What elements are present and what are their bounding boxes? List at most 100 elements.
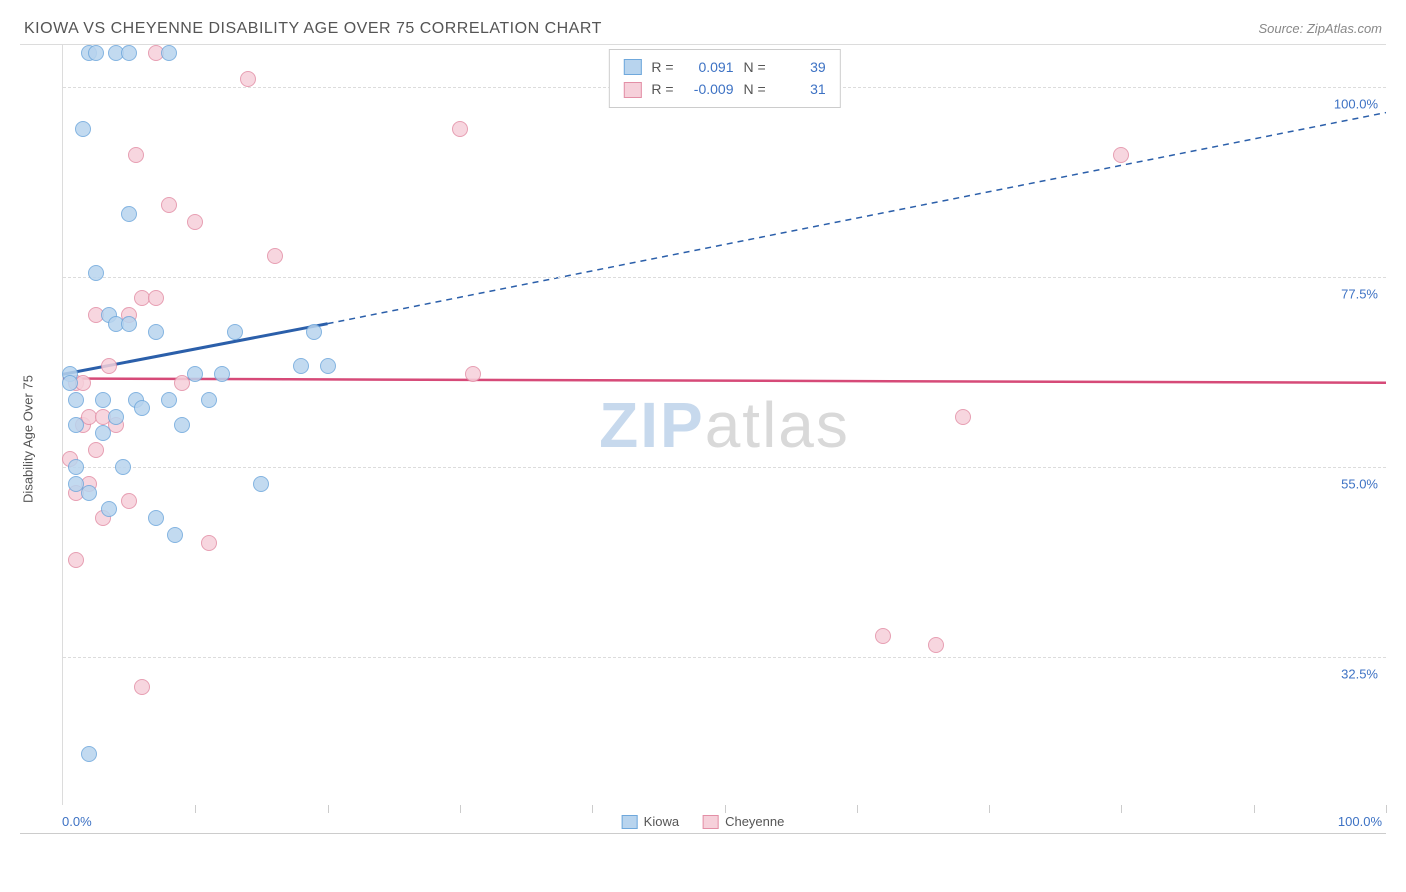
point-kiowa [227, 324, 243, 340]
n-label: N = [744, 56, 766, 78]
point-cheyenne [101, 358, 117, 374]
bottom-legend: Kiowa Cheyenne [622, 814, 785, 829]
point-kiowa [108, 409, 124, 425]
point-cheyenne [452, 121, 468, 137]
point-cheyenne [1113, 147, 1129, 163]
point-kiowa [101, 501, 117, 517]
point-kiowa [306, 324, 322, 340]
point-cheyenne [134, 679, 150, 695]
x-tick [592, 805, 593, 813]
legend-item: Cheyenne [703, 814, 784, 829]
point-kiowa [161, 392, 177, 408]
x-tick [328, 805, 329, 813]
legend-swatch [622, 815, 638, 829]
x-tick [1254, 805, 1255, 813]
n-value: 39 [776, 56, 826, 78]
point-cheyenne [955, 409, 971, 425]
r-label: R = [651, 56, 673, 78]
x-axis-min-label: 0.0% [62, 814, 92, 829]
point-kiowa [68, 417, 84, 433]
n-value: 31 [776, 78, 826, 100]
point-cheyenne [201, 535, 217, 551]
y-tick-label: 100.0% [1334, 96, 1378, 111]
point-kiowa [81, 746, 97, 762]
point-cheyenne [187, 214, 203, 230]
point-kiowa [121, 206, 137, 222]
x-tick [725, 805, 726, 813]
point-kiowa [134, 400, 150, 416]
point-kiowa [95, 392, 111, 408]
point-kiowa [68, 392, 84, 408]
y-tick-label: 77.5% [1341, 286, 1378, 301]
point-cheyenne [928, 637, 944, 653]
point-kiowa [201, 392, 217, 408]
x-tick [857, 805, 858, 813]
point-kiowa [121, 316, 137, 332]
trend-lines-svg [63, 45, 1386, 805]
point-kiowa [187, 366, 203, 382]
point-cheyenne [88, 442, 104, 458]
point-kiowa [121, 45, 137, 61]
legend-label: Cheyenne [725, 814, 784, 829]
y-tick-label: 55.0% [1341, 476, 1378, 491]
point-kiowa [148, 510, 164, 526]
y-axis-title: Disability Age Over 75 [21, 375, 36, 503]
point-cheyenne [267, 248, 283, 264]
point-kiowa [167, 527, 183, 543]
point-kiowa [293, 358, 309, 374]
point-cheyenne [68, 552, 84, 568]
stats-legend: R = 0.091 N = 39 R = -0.009 N = 31 [608, 49, 840, 108]
point-kiowa [148, 324, 164, 340]
point-cheyenne [161, 197, 177, 213]
stats-row: R = -0.009 N = 31 [623, 78, 825, 100]
legend-swatch [623, 59, 641, 75]
x-axis-max-label: 100.0% [1338, 814, 1382, 829]
legend-label: Kiowa [644, 814, 679, 829]
correlation-chart: KIOWA VS CHEYENNE DISABILITY AGE OVER 75… [20, 20, 1386, 872]
plot-inner: ZIPatlas R = 0.091 N = 39 R = -0.009 N = 31 100… [62, 45, 1386, 805]
point-cheyenne [148, 290, 164, 306]
point-kiowa [75, 121, 91, 137]
x-tick [1121, 805, 1122, 813]
y-tick-label: 32.5% [1341, 666, 1378, 681]
x-tick [1386, 805, 1387, 813]
point-cheyenne [465, 366, 481, 382]
chart-header: KIOWA VS CHEYENNE DISABILITY AGE OVER 75… [20, 20, 1386, 44]
x-tick [989, 805, 990, 813]
gridline [63, 277, 1386, 278]
point-kiowa [95, 425, 111, 441]
point-kiowa [88, 265, 104, 281]
legend-swatch [623, 82, 641, 98]
point-kiowa [62, 375, 78, 391]
x-tick [195, 805, 196, 813]
plot-area: Disability Age Over 75 ZIPatlas R = 0.091… [20, 44, 1386, 834]
r-value: -0.009 [684, 78, 734, 100]
r-value: 0.091 [684, 56, 734, 78]
point-cheyenne [875, 628, 891, 644]
point-kiowa [88, 45, 104, 61]
point-kiowa [214, 366, 230, 382]
point-kiowa [320, 358, 336, 374]
point-cheyenne [128, 147, 144, 163]
gridline [63, 657, 1386, 658]
point-kiowa [81, 485, 97, 501]
watermark-prefix: ZIP [599, 389, 705, 461]
point-kiowa [115, 459, 131, 475]
watermark: ZIPatlas [599, 388, 850, 462]
chart-source: Source: ZipAtlas.com [1258, 21, 1382, 36]
chart-title: KIOWA VS CHEYENNE DISABILITY AGE OVER 75… [24, 20, 602, 38]
x-tick [460, 805, 461, 813]
watermark-suffix: atlas [705, 389, 850, 461]
point-kiowa [253, 476, 269, 492]
point-kiowa [161, 45, 177, 61]
point-cheyenne [240, 71, 256, 87]
point-kiowa [174, 417, 190, 433]
n-label: N = [744, 78, 766, 100]
gridline [63, 467, 1386, 468]
legend-swatch [703, 815, 719, 829]
point-kiowa [68, 459, 84, 475]
legend-item: Kiowa [622, 814, 679, 829]
stats-row: R = 0.091 N = 39 [623, 56, 825, 78]
point-cheyenne [121, 493, 137, 509]
r-label: R = [651, 78, 673, 100]
